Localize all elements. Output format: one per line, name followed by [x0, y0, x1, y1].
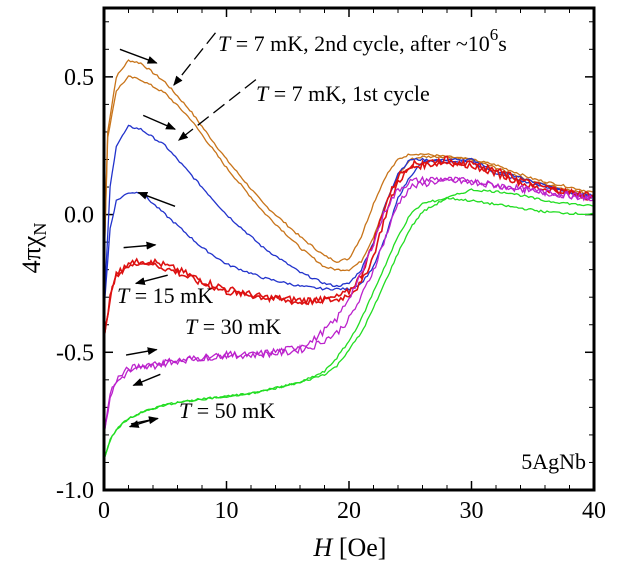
arrow-t30-down	[132, 373, 161, 386]
x-tick-label: 20	[337, 498, 361, 524]
arrow-t7-return	[137, 191, 176, 207]
series-line-t7_2nd-down	[103, 75, 595, 272]
tick-labels: 0 10 20 30 40 0.5 0.0 -0.5 -1.0	[56, 65, 606, 524]
y-axis-title: 4πχN	[17, 223, 50, 274]
sweep-arrows	[119, 32, 257, 428]
series-lines	[103, 59, 595, 460]
x-tick-label: 40	[582, 498, 606, 524]
series-line-t30-down	[103, 177, 595, 436]
x-tick-label: 30	[460, 498, 484, 524]
series-line-t50-down	[103, 188, 595, 460]
y-tick-label: -0.5	[56, 340, 94, 366]
y-tick-label: 0.5	[64, 65, 94, 91]
x-axis-title: H [Oe]	[313, 533, 387, 562]
label-t50: T = 50 mK	[179, 398, 275, 423]
arrow-t7-1st-sweep	[142, 114, 176, 130]
series-line-t15-down	[103, 158, 595, 339]
arrow-t15-up	[123, 241, 157, 250]
series-line-t50-up	[103, 196, 595, 460]
arrow-t7-2nd-sweep	[119, 48, 158, 64]
sample-label: 5AgNb	[521, 449, 586, 474]
leader-t7-2nd	[173, 32, 216, 86]
plot-frame	[102, 6, 596, 492]
arrow-t50-down	[128, 417, 157, 428]
label-t7-1st: T = 7 mK, 1st cycle	[256, 81, 430, 106]
arrow-t15-down	[134, 274, 168, 286]
label-t15: T = 15 mK	[117, 283, 213, 308]
y-tick-label: 0.0	[64, 203, 94, 229]
y-tick-label: -1.0	[56, 478, 94, 504]
label-t30: T = 30 mK	[185, 314, 281, 339]
label-t7-2nd: T = 7 mK, 2nd cycle, after ~106s	[218, 25, 507, 56]
series-line-t15-up	[103, 155, 595, 339]
arrow-t30-up	[125, 347, 158, 356]
series-line-t7_1st-down	[103, 157, 595, 312]
x-tick-label: 10	[215, 498, 239, 524]
x-tick-label: 0	[98, 498, 110, 524]
leader-t7-1st	[177, 79, 257, 141]
